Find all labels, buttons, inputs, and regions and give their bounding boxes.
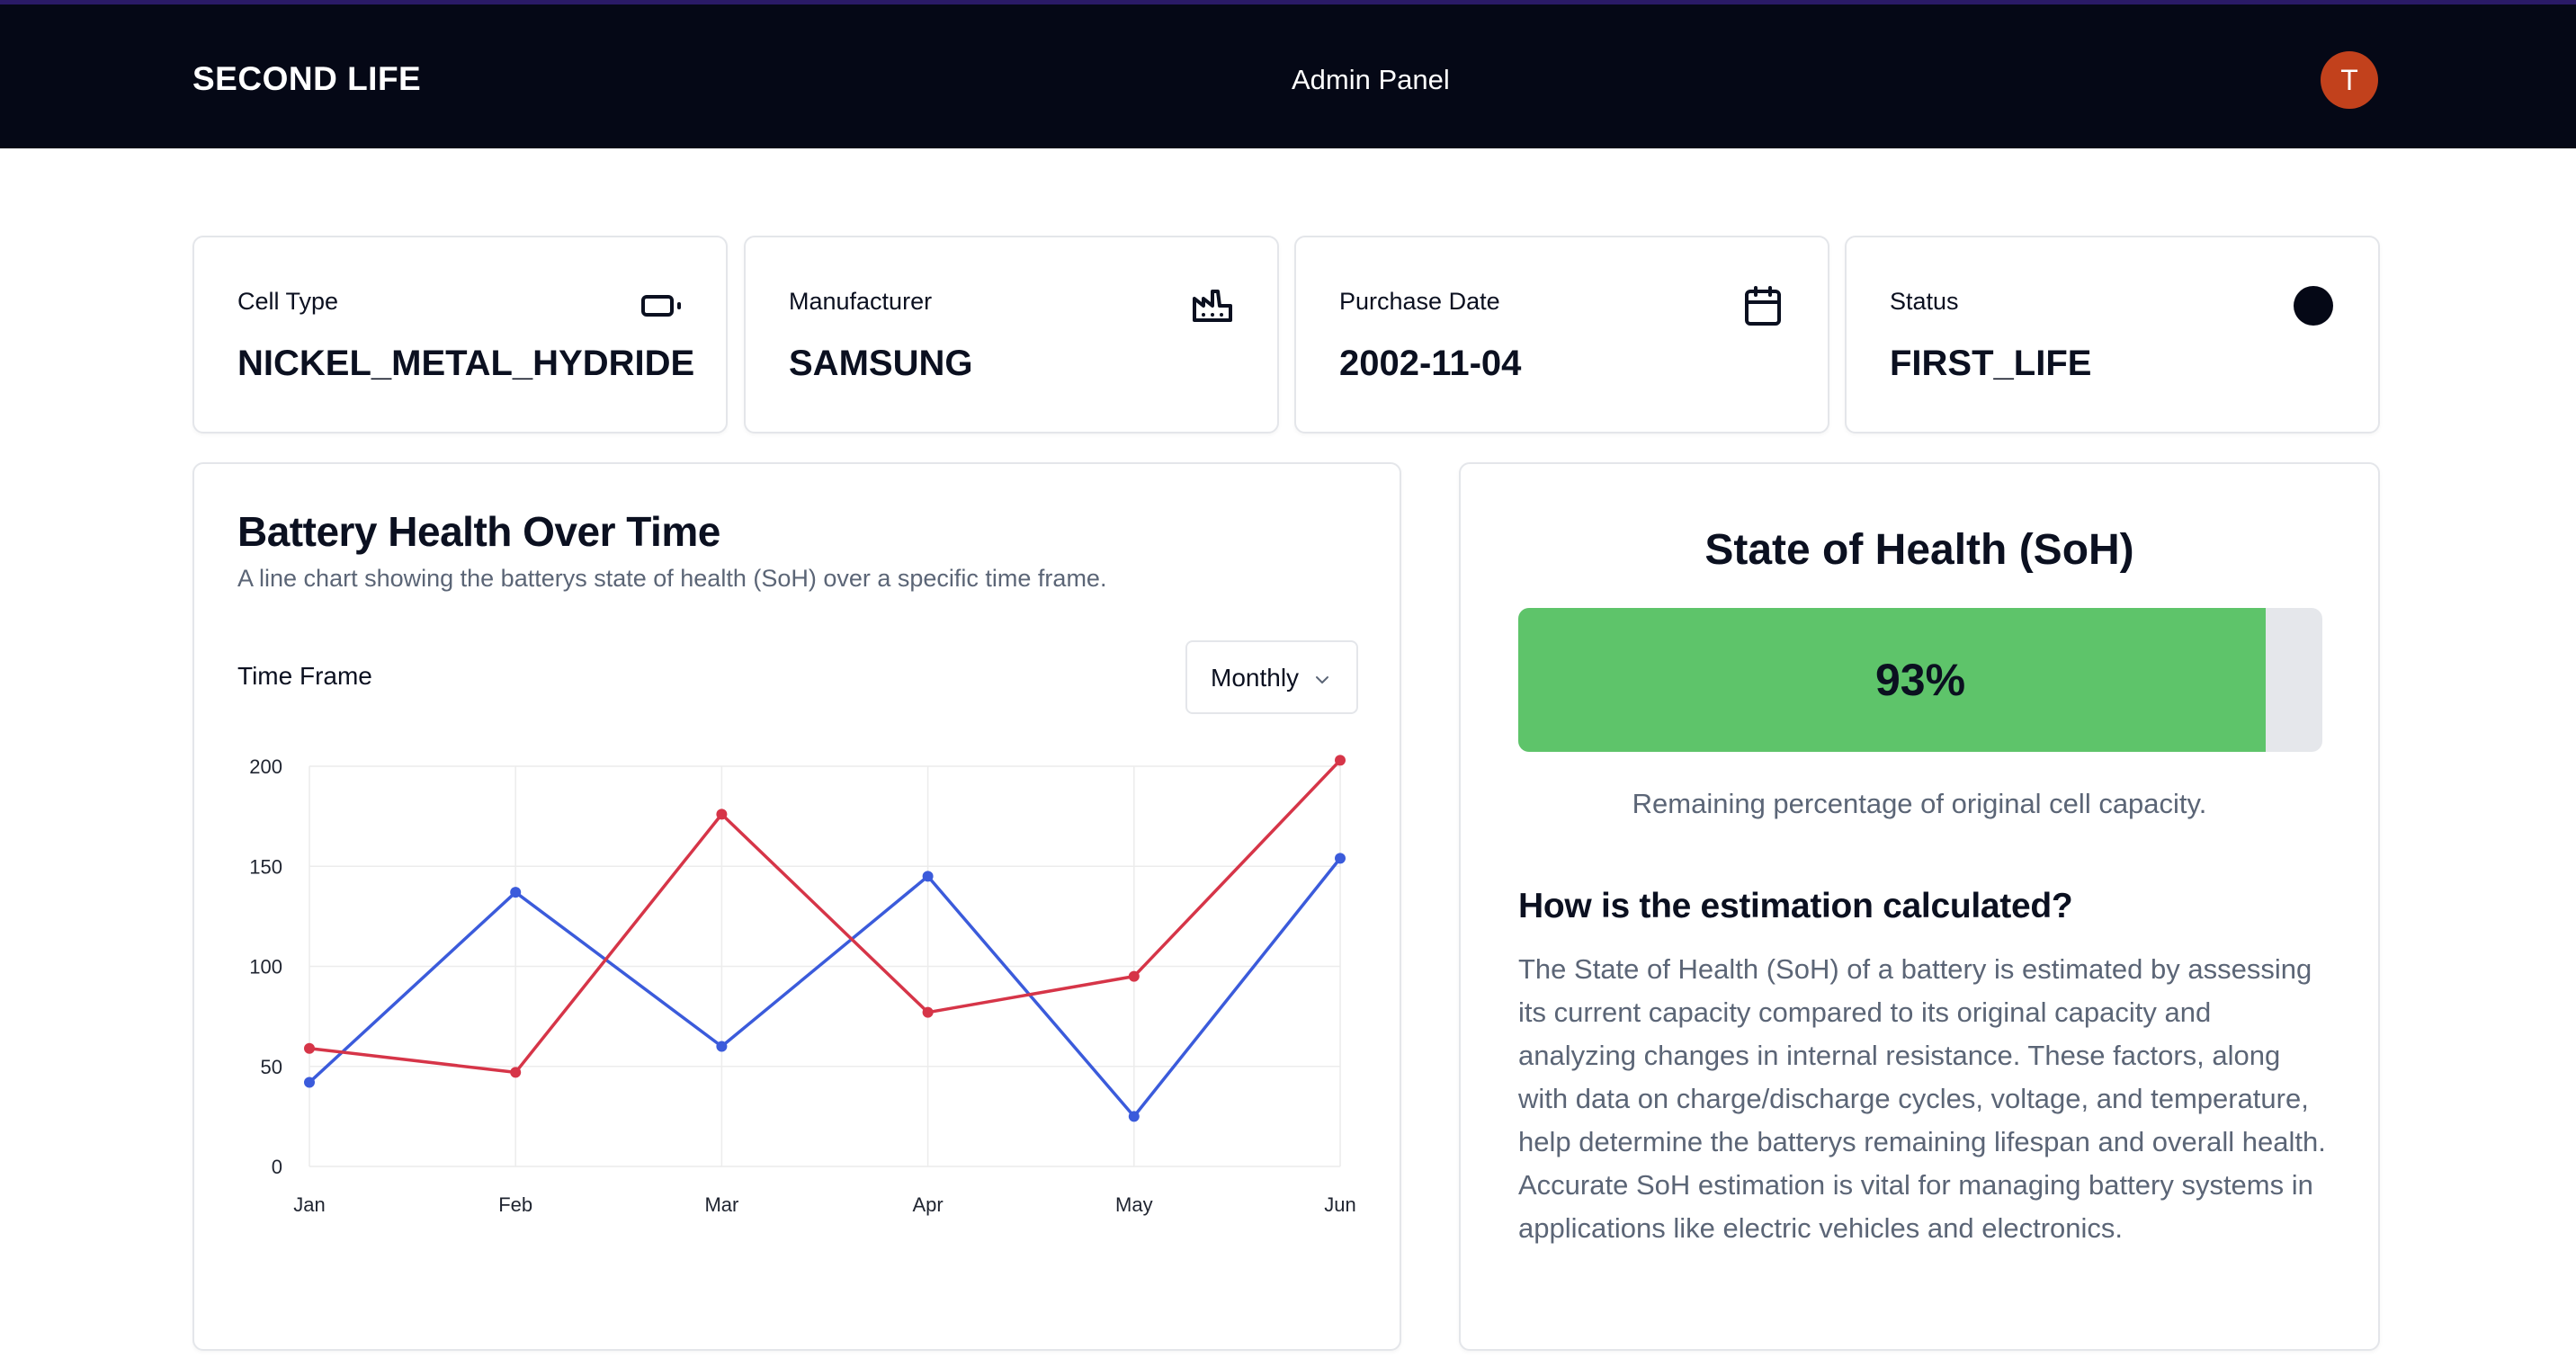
timeframe-selected-value: Monthly xyxy=(1211,664,1300,692)
admin-panel-link[interactable]: Admin Panel xyxy=(1292,64,1450,95)
x-tick-label: Feb xyxy=(498,1193,532,1216)
x-tick-label: Apr xyxy=(912,1193,943,1216)
series-2-point xyxy=(510,1067,522,1078)
soh-progress-fill xyxy=(1518,608,2267,752)
soh-title: State of Health (SoH) xyxy=(1704,526,2134,574)
soh-caption: Remaining percentage of original cell ca… xyxy=(1632,788,2207,819)
series-1-point xyxy=(1128,1111,1140,1122)
state-of-health-card: State of Health (SoH) 93% Remaining perc… xyxy=(1459,462,2380,1351)
chart-subtitle: A line chart showing the batterys state … xyxy=(237,565,1107,592)
y-tick-label: 100 xyxy=(249,956,282,978)
timeframe-select[interactable]: Monthly xyxy=(1185,640,1358,714)
x-tick-label: May xyxy=(1115,1193,1153,1216)
status-card: Status FIRST_LIFE xyxy=(1845,236,2380,433)
timeframe-label: Time Frame xyxy=(237,662,372,690)
series-1-point xyxy=(716,1041,728,1052)
status-value: FIRST_LIFE xyxy=(1890,344,2092,383)
y-tick-label: 200 xyxy=(249,755,282,778)
purchase-date-label: Purchase Date xyxy=(1339,288,1500,315)
series-1-point xyxy=(510,887,522,898)
user-avatar[interactable]: T xyxy=(2321,51,2378,109)
chart-title: Battery Health Over Time xyxy=(237,508,720,555)
soh-value: 93% xyxy=(1874,655,1966,705)
series-2-point xyxy=(716,809,728,820)
series-2-point xyxy=(1335,755,1346,766)
cell-type-label: Cell Type xyxy=(237,288,339,315)
estimation-explanation: The State of Health (SoH) of a battery i… xyxy=(1518,953,2326,1244)
battery-health-chart-card: Battery Health Over Time A line chart sh… xyxy=(192,462,1401,1351)
series-2-line xyxy=(309,759,1342,1075)
calendar-icon xyxy=(1745,286,1781,326)
series-2-point xyxy=(1128,970,1140,982)
x-tick-label: Mar xyxy=(704,1193,738,1216)
line-chart: 0 50 100 150 200 Jan Feb Mar Apr May Jun xyxy=(249,755,1356,1216)
x-tick-label: Jan xyxy=(293,1193,325,1216)
series-1-point xyxy=(1335,853,1346,864)
series-1-line xyxy=(308,857,1342,1119)
manufacturer-value: SAMSUNG xyxy=(789,344,973,383)
top-navbar: SECOND LIFE Admin Panel T xyxy=(0,0,2576,148)
purchase-date-card: Purchase Date 2002-11-04 xyxy=(1294,236,1829,433)
purchase-date-value: 2002-11-04 xyxy=(1339,344,1522,383)
cell-type-value: NICKEL_METAL_HYDRIDE xyxy=(237,344,695,383)
status-label: Status xyxy=(1890,288,1959,315)
estimation-heading: How is the estimation calculated? xyxy=(1518,887,2073,925)
manufacturer-label: Manufacturer xyxy=(789,288,933,315)
y-tick-label: 0 xyxy=(272,1156,282,1178)
battery-icon xyxy=(641,295,681,317)
chevron-down-icon xyxy=(1316,676,1328,684)
cell-type-card: Cell Type NICKEL_METAL_HYDRIDE xyxy=(192,236,728,433)
x-tick-label: Jun xyxy=(1324,1193,1355,1216)
y-tick-label: 50 xyxy=(261,1056,282,1078)
factory-icon xyxy=(1193,290,1232,322)
manufacturer-card: Manufacturer SAMSUNG xyxy=(744,236,1279,433)
y-tick-label: 150 xyxy=(249,855,282,878)
status-dot-icon xyxy=(2294,286,2333,326)
series-2-point xyxy=(304,1042,315,1054)
series-2-point xyxy=(922,1006,934,1018)
brand-logo-text[interactable]: SECOND LIFE xyxy=(192,60,422,97)
series-1-point xyxy=(304,1077,315,1088)
soh-progress-bar: 93% xyxy=(1518,608,2322,752)
series-1-point xyxy=(922,871,934,882)
